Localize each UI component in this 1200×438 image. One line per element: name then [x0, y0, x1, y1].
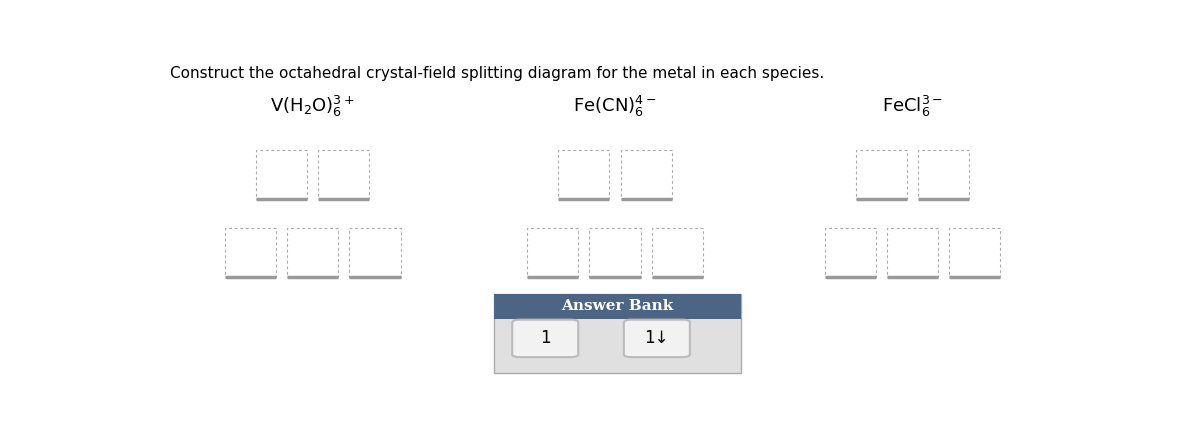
Text: Construct the octahedral crystal-field splitting diagram for the metal in each s: Construct the octahedral crystal-field s…	[170, 66, 824, 81]
Bar	[224, 228, 276, 277]
Bar	[949, 228, 1001, 277]
Bar	[620, 150, 672, 199]
Bar	[856, 150, 907, 199]
Text: $\mathregular{FeCl_{6}^{3-}}$: $\mathregular{FeCl_{6}^{3-}}$	[882, 94, 943, 119]
Bar	[589, 228, 641, 277]
Bar	[494, 294, 740, 319]
Text: 1↓: 1↓	[644, 329, 670, 347]
Bar	[527, 228, 578, 277]
Text: Answer Bank: Answer Bank	[562, 299, 673, 313]
Bar	[558, 150, 610, 199]
Bar	[918, 150, 970, 199]
Bar	[318, 150, 370, 199]
Bar	[652, 228, 703, 277]
Bar	[349, 228, 401, 277]
Bar	[287, 228, 338, 277]
Bar	[256, 150, 307, 199]
Bar	[494, 294, 740, 373]
Bar	[824, 228, 876, 277]
Text: $\mathregular{V(H_{2}O)_{6}^{3+}}$: $\mathregular{V(H_{2}O)_{6}^{3+}}$	[270, 94, 355, 119]
Bar	[887, 228, 938, 277]
FancyBboxPatch shape	[512, 320, 578, 357]
Text: $\mathregular{Fe(CN)_{6}^{4-}}$: $\mathregular{Fe(CN)_{6}^{4-}}$	[574, 94, 656, 119]
FancyBboxPatch shape	[624, 320, 690, 357]
Text: 1: 1	[540, 329, 551, 347]
